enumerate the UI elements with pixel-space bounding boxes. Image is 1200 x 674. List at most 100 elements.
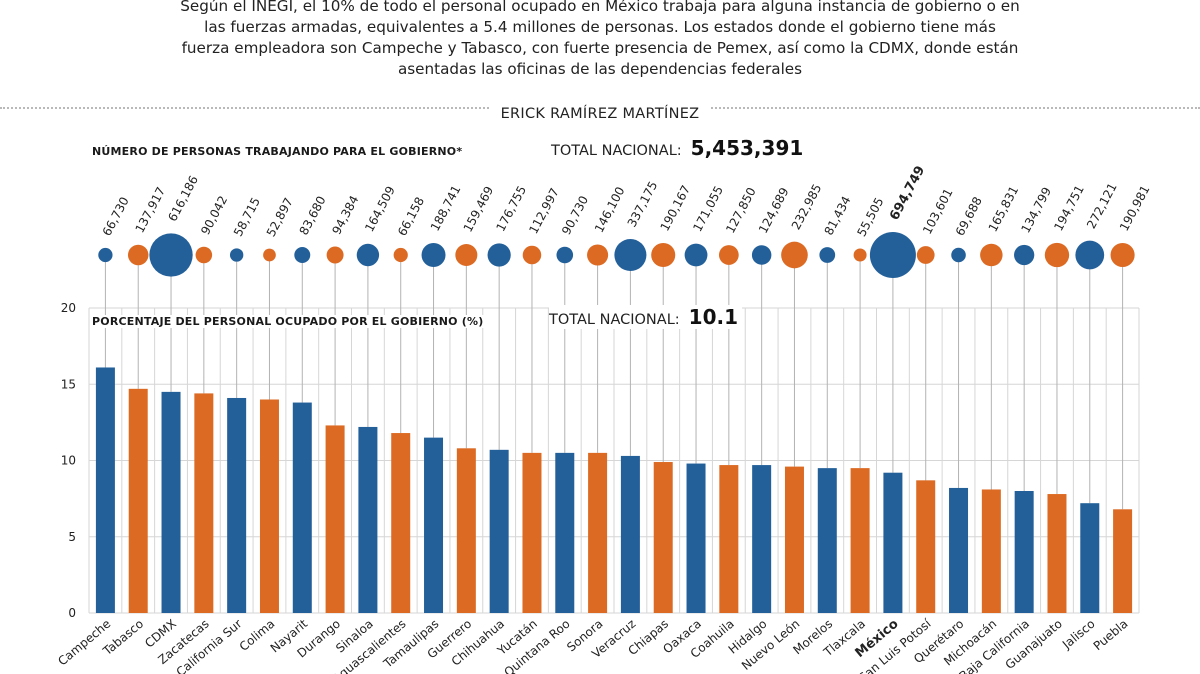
x-label-31: Puebla bbox=[1091, 617, 1131, 654]
bar-26 bbox=[949, 487, 969, 613]
bar-20 bbox=[752, 465, 772, 613]
bubble-29 bbox=[1044, 242, 1070, 268]
bubble-18 bbox=[684, 243, 708, 267]
people-chart-title: NÚMERO DE PERSONAS TRABAJANDO PARA EL GO… bbox=[92, 145, 463, 158]
intro-paragraph: Según el INEGI, el 10% de todo el person… bbox=[180, 0, 1020, 78]
people-label-16: 337,175 bbox=[625, 179, 661, 229]
people-label-2: 616,186 bbox=[165, 173, 201, 223]
people-label-13: 112,997 bbox=[526, 186, 562, 236]
people-label-20: 124,689 bbox=[756, 185, 792, 235]
people-label-17: 190,167 bbox=[658, 183, 694, 233]
people-label-24: 694,749 bbox=[887, 164, 928, 223]
bar-5 bbox=[259, 399, 279, 613]
bar-0 bbox=[95, 367, 115, 613]
bar-12 bbox=[489, 449, 509, 613]
bar-22 bbox=[817, 468, 837, 613]
y-tick-label: 5 bbox=[68, 530, 76, 544]
bubble-14 bbox=[556, 246, 574, 264]
bar-3 bbox=[194, 393, 214, 613]
bubble-7 bbox=[326, 246, 344, 264]
bubble-30 bbox=[1075, 240, 1105, 270]
bubble-1 bbox=[127, 244, 149, 266]
percent-chart-title: PORCENTAJE DEL PERSONAL OCUPADO POR EL G… bbox=[92, 315, 488, 328]
people-total-label: TOTAL NACIONAL: bbox=[551, 143, 682, 159]
bar-30 bbox=[1080, 503, 1100, 613]
people-label-12: 176,755 bbox=[493, 183, 529, 233]
y-tick-label: 20 bbox=[61, 301, 76, 315]
bubble-24 bbox=[869, 232, 916, 278]
people-label-25: 103,601 bbox=[920, 186, 956, 236]
bar-4 bbox=[227, 397, 247, 613]
bubble-26 bbox=[951, 247, 966, 263]
bubble-19 bbox=[718, 245, 739, 265]
chart-bars bbox=[95, 367, 1133, 613]
bubble-5 bbox=[263, 248, 276, 262]
people-label-8: 164,509 bbox=[362, 184, 398, 234]
author-name: ERICK RAMÍREZ MARTÍNEZ bbox=[488, 106, 712, 122]
bubble-22 bbox=[819, 247, 836, 263]
bubble-28 bbox=[1014, 244, 1035, 266]
people-label-29: 194,751 bbox=[1051, 183, 1087, 233]
people-label-3: 90,042 bbox=[198, 193, 230, 237]
people-label-30: 272,121 bbox=[1084, 181, 1120, 231]
people-total: TOTAL NACIONAL: 5,453,391 bbox=[551, 136, 803, 160]
people-label-21: 232,985 bbox=[789, 182, 825, 232]
bar-7 bbox=[325, 425, 345, 613]
people-label-9: 66,158 bbox=[395, 195, 427, 239]
bar-8 bbox=[358, 426, 378, 613]
bar-29 bbox=[1047, 494, 1067, 613]
author-line: ERICK RAMÍREZ MARTÍNEZ bbox=[400, 103, 800, 122]
bubble-8 bbox=[356, 243, 380, 267]
bubble-17 bbox=[651, 242, 676, 268]
bar-31 bbox=[1113, 509, 1133, 613]
bar-6 bbox=[292, 402, 312, 613]
people-label-4: 58,715 bbox=[231, 195, 263, 239]
x-label-30: Jalisco bbox=[1059, 617, 1098, 653]
bar-15 bbox=[588, 452, 608, 613]
people-label-1: 137,917 bbox=[133, 185, 169, 235]
people-total-value: 5,453,391 bbox=[690, 136, 804, 160]
people-label-15: 146,100 bbox=[592, 184, 628, 234]
bar-9 bbox=[391, 433, 411, 613]
bar-25 bbox=[916, 480, 936, 613]
people-label-28: 134,799 bbox=[1018, 185, 1054, 235]
bubble-27 bbox=[980, 243, 1003, 267]
people-label-11: 159,469 bbox=[461, 184, 497, 234]
bar-14 bbox=[555, 452, 575, 613]
bar-16 bbox=[620, 455, 640, 613]
bubble-13 bbox=[522, 245, 542, 265]
people-label-5: 52,897 bbox=[264, 195, 296, 239]
bar-17 bbox=[653, 462, 673, 613]
bar-21 bbox=[784, 466, 804, 613]
people-label-26: 69,688 bbox=[953, 194, 985, 238]
bubble-31 bbox=[1110, 242, 1135, 268]
people-label-14: 90,730 bbox=[559, 193, 591, 237]
bubble-21 bbox=[781, 241, 808, 269]
bubble-15 bbox=[587, 244, 609, 266]
bar-2 bbox=[161, 391, 181, 613]
bubble-9 bbox=[393, 247, 408, 263]
people-label-10: 188,741 bbox=[428, 183, 464, 233]
people-bubbles bbox=[98, 232, 1135, 278]
people-label-22: 81,434 bbox=[822, 194, 854, 238]
people-label-19: 127,850 bbox=[723, 185, 759, 235]
y-tick-label: 0 bbox=[68, 606, 76, 620]
bubble-10 bbox=[421, 243, 446, 267]
bar-18 bbox=[686, 463, 706, 613]
x-label-0: Campeche bbox=[55, 617, 113, 669]
percent-total: TOTAL NACIONAL: 10.1 bbox=[549, 305, 743, 329]
bar-28 bbox=[1014, 491, 1034, 613]
y-tick-label: 10 bbox=[61, 454, 76, 468]
bar-23 bbox=[850, 468, 870, 613]
people-label-18: 171,055 bbox=[690, 184, 726, 234]
bar-27 bbox=[981, 489, 1001, 613]
people-label-23: 55,505 bbox=[854, 195, 886, 239]
people-label-31: 190,981 bbox=[1117, 183, 1153, 233]
bubble-2 bbox=[149, 233, 193, 277]
bubble-0 bbox=[98, 247, 113, 263]
bubble-4 bbox=[229, 248, 244, 262]
percent-total-value: 10.1 bbox=[688, 305, 739, 329]
